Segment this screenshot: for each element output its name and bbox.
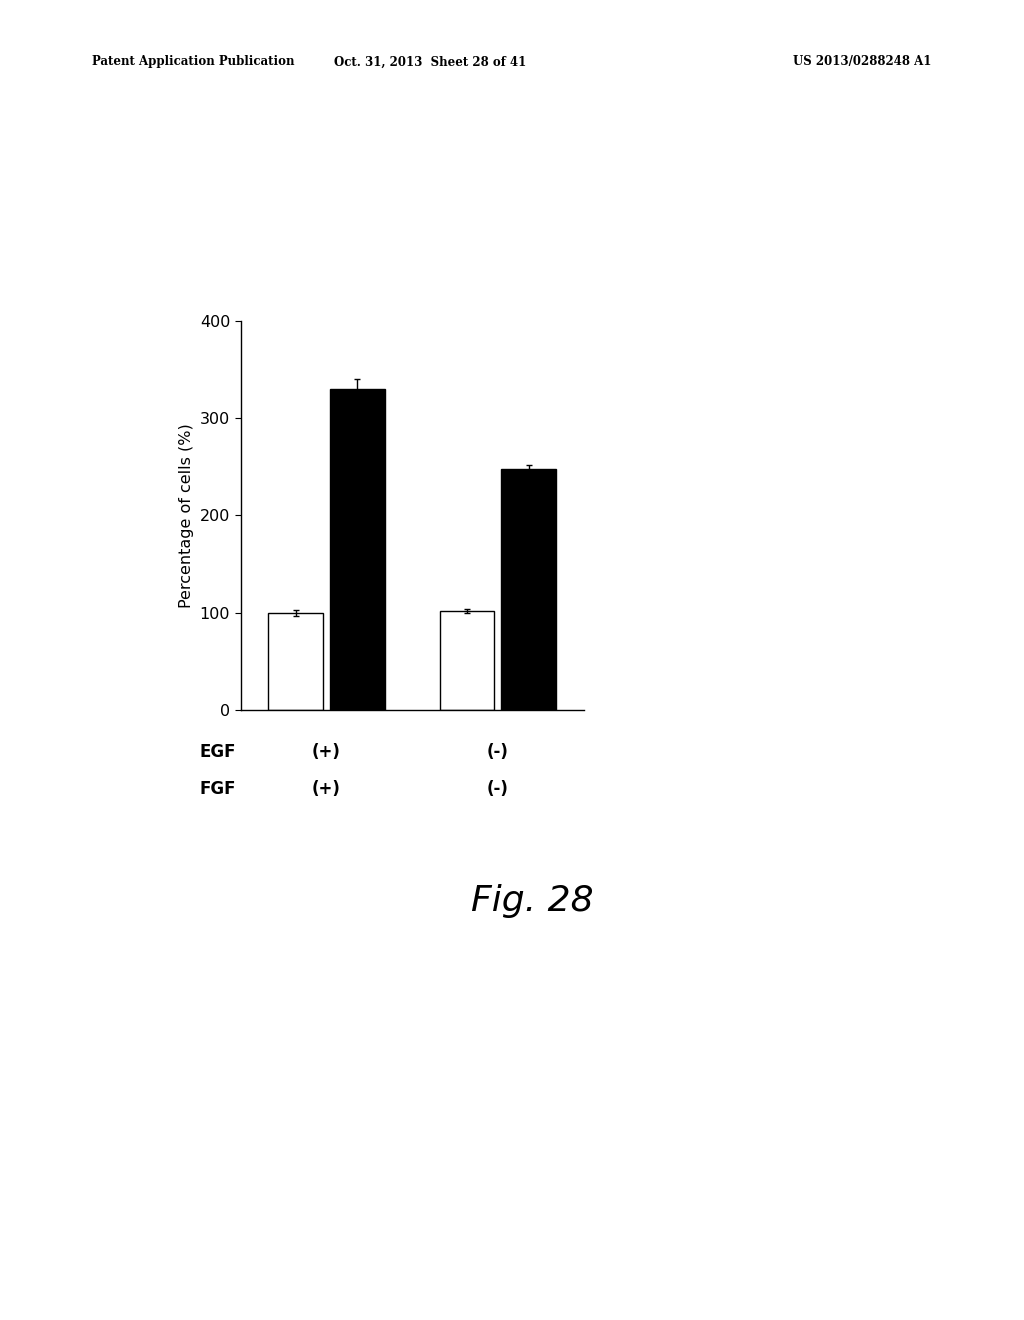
Bar xyxy=(268,612,323,710)
Text: Patent Application Publication: Patent Application Publication xyxy=(92,55,295,69)
Text: (+): (+) xyxy=(312,780,341,799)
Text: FGF: FGF xyxy=(199,780,236,799)
Text: US 2013/0288248 A1: US 2013/0288248 A1 xyxy=(794,55,932,69)
Text: (+): (+) xyxy=(312,743,341,762)
Text: (-): (-) xyxy=(487,780,509,799)
Bar xyxy=(439,611,495,710)
Text: (-): (-) xyxy=(487,743,509,762)
Text: Fig. 28: Fig. 28 xyxy=(471,884,594,919)
Text: EGF: EGF xyxy=(199,743,236,762)
Bar xyxy=(502,469,556,710)
Y-axis label: Percentage of cells (%): Percentage of cells (%) xyxy=(179,424,195,607)
Bar xyxy=(330,389,385,710)
Text: Oct. 31, 2013  Sheet 28 of 41: Oct. 31, 2013 Sheet 28 of 41 xyxy=(334,55,526,69)
